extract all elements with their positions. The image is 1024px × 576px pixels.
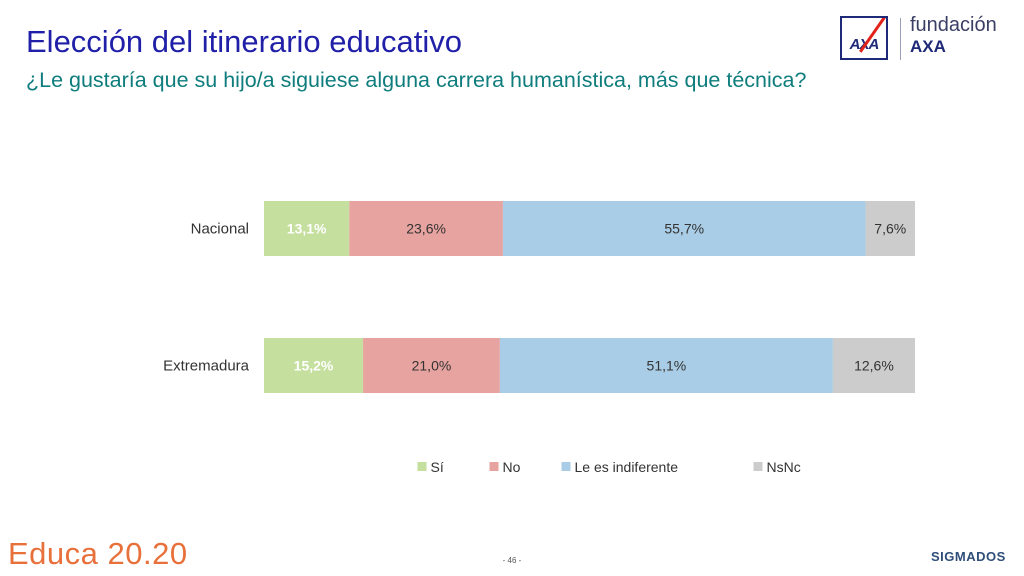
legend-label: No [503,459,521,475]
legend-label: NsNc [767,459,801,475]
bar-segment [264,338,364,393]
bar-segment [363,338,500,393]
logo-text-axa: AXA [910,37,946,56]
page-title: Elección del itinerario educativo [26,24,462,59]
data-label: 55,7% [664,221,704,237]
bar-segment [502,201,866,256]
educa-2020-logo: Educa 20.20 [8,536,188,571]
data-label: 15,2% [294,358,334,374]
legend-swatch [561,462,571,471]
page-number: - 46 - [502,556,522,565]
data-label: 7,6% [874,221,906,237]
legend-label: Le es indiferente [575,459,679,475]
category-label: Extremadura [163,358,250,375]
legend-swatch [489,462,499,471]
fundacion-axa-logo: AXA fundación AXA [838,14,1013,64]
bar-segment [832,338,915,393]
bar-segment [264,201,350,256]
bar-segment [349,201,503,256]
category-label: Nacional [191,221,249,238]
data-label: 51,1% [647,358,687,374]
legend-label: Sí [431,459,444,475]
legend-swatch [753,462,763,471]
sigmados-logo: SIGMADOS [931,549,1006,564]
logo-divider [900,18,901,60]
data-label: 12,6% [854,358,894,374]
logo-text-fundacion: fundación [910,14,997,36]
data-label: 13,1% [287,221,327,237]
data-label: 21,0% [412,358,452,374]
axa-logo-icon: AXA [840,16,888,60]
data-label: 23,6% [406,221,446,237]
page-subtitle: ¿Le gustaría que su hijo/a siguiese algu… [26,68,807,92]
bar-segment [499,338,833,393]
bar-segment [865,201,915,256]
legend-swatch [417,462,427,471]
